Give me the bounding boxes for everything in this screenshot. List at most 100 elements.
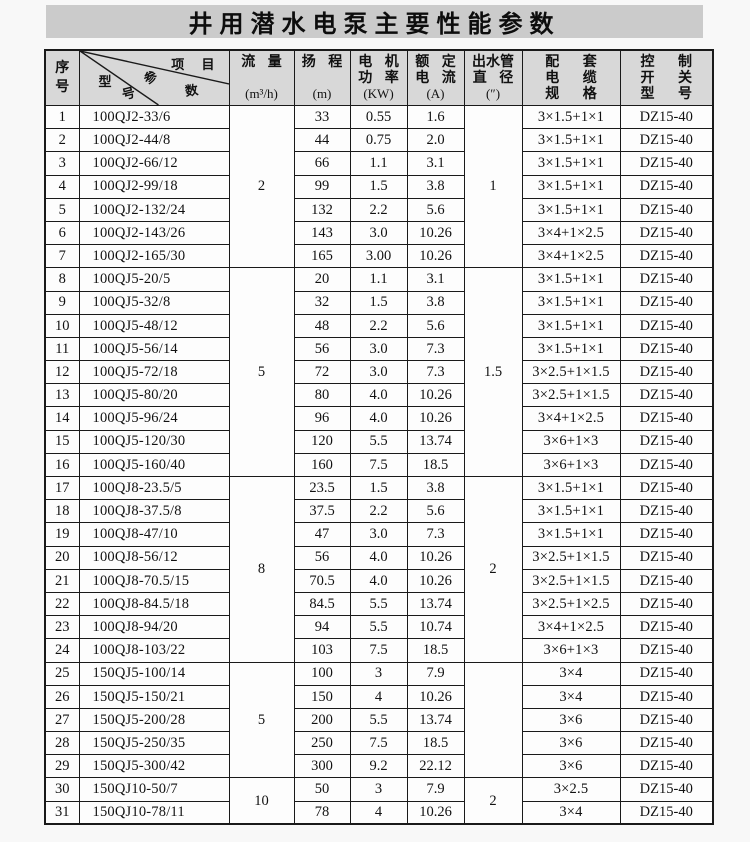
diag-label-model-1: 型 xyxy=(98,74,112,89)
serial-cell: 16 xyxy=(44,452,80,478)
switch-cell: DZ15-40 xyxy=(619,615,714,640)
head-cell: 20 xyxy=(293,267,351,292)
col-header-current: 额 定 电 流 (A) xyxy=(406,49,465,106)
model-cell: 100QJ5-48/12 xyxy=(78,313,230,338)
switch-cell: DZ15-40 xyxy=(619,313,714,338)
switch-cell: DZ15-40 xyxy=(619,128,714,153)
table-row: 4 100QJ2-99/18 99 1.5 3.8 3×1.5+1×1 DZ15-40 xyxy=(44,174,714,199)
table-row: 15 100QJ5-120/30 120 5.5 13.74 3×6+1×3 DZ15-40 xyxy=(44,429,714,454)
head-cell: 37.5 xyxy=(293,499,351,524)
cable-cell: 3×1.5+1×1 xyxy=(521,151,621,176)
outlet-merged-cell: 1 xyxy=(463,104,523,269)
serial-cell: 11 xyxy=(44,336,80,362)
serial-cell: 1 xyxy=(44,104,80,130)
table-row: 10 100QJ5-48/12 48 2.2 5.6 3×1.5+1×1 DZ15-40 xyxy=(44,313,714,338)
flow-merged-cell: 5 xyxy=(228,661,295,779)
power-cell: 5.5 xyxy=(349,707,408,733)
switch-cell: DZ15-40 xyxy=(619,174,714,199)
head-cell: 56 xyxy=(293,545,351,570)
model-cell: 100QJ8-84.5/18 xyxy=(78,591,230,617)
serial-cell: 9 xyxy=(44,290,80,315)
current-cell: 7.3 xyxy=(406,336,465,362)
model-cell: 100QJ5-32/8 xyxy=(78,290,230,315)
current-cell: 7.3 xyxy=(406,522,465,547)
power-cell: 3.0 xyxy=(349,220,408,246)
cable-cell: 3×6 xyxy=(521,731,621,756)
current-cell: 13.74 xyxy=(406,707,465,733)
table-row: 21 100QJ8-70.5/15 70.5 4.0 10.26 3×2.5+1×1.5 D… xyxy=(44,568,714,593)
serial-cell: 20 xyxy=(44,545,80,570)
head-cell: 96 xyxy=(293,406,351,431)
switch-cell: DZ15-40 xyxy=(619,475,714,501)
power-cell: 7.5 xyxy=(349,452,408,478)
serial-cell: 18 xyxy=(44,499,80,524)
model-cell: 100QJ2-99/18 xyxy=(78,174,230,199)
table-row: 31 150QJ10-78/11 78 4 10.26 3×4 DZ15-40 xyxy=(44,800,714,825)
current-cell: 10.74 xyxy=(406,615,465,640)
head-cell: 250 xyxy=(293,731,351,756)
current-cell: 10.26 xyxy=(406,684,465,709)
cable-cell: 3×1.5+1×1 xyxy=(521,174,621,199)
power-cell: 1.5 xyxy=(349,290,408,315)
col-header-serial: 序 号 xyxy=(44,49,80,106)
cable-cell: 3×1.5+1×1 xyxy=(521,522,621,547)
table-row: 2 100QJ2-44/8 44 0.75 2.0 3×1.5+1×1 DZ15-40 xyxy=(44,128,714,153)
cable-cell: 3×2.5+1×1.5 xyxy=(521,360,621,385)
serial-cell: 31 xyxy=(44,800,80,825)
power-cell: 0.55 xyxy=(349,104,408,130)
table-row: 20 100QJ8-56/12 56 4.0 10.26 3×2.5+1×1.5 DZ15-… xyxy=(44,545,714,570)
cable-cell: 3×2.5 xyxy=(521,777,621,802)
switch-cell: DZ15-40 xyxy=(619,220,714,246)
cable-cell: 3×2.5+1×2.5 xyxy=(521,591,621,617)
head-cell: 99 xyxy=(293,174,351,199)
power-cell: 1.5 xyxy=(349,475,408,501)
switch-cell: DZ15-40 xyxy=(619,545,714,570)
table-row: 8 100QJ5-20/5 5 20 1.1 3.1 1.5 3×1.5+1×1 DZ15-40 xyxy=(44,267,714,477)
table-row: 9 100QJ5-32/8 32 1.5 3.8 3×1.5+1×1 DZ15-40 xyxy=(44,290,714,315)
switch-cell: DZ15-40 xyxy=(619,151,714,176)
model-cell: 100QJ8-37.5/8 xyxy=(78,499,230,524)
cable-cell: 3×1.5+1×1 xyxy=(521,128,621,153)
pump-parameters-table: 序 号 项 目 参 数 型 号 流 量 xyxy=(44,49,714,826)
serial-cell: 10 xyxy=(44,313,80,338)
cable-cell: 3×1.5+1×1 xyxy=(521,267,621,292)
diag-label-item: 项 目 xyxy=(171,57,215,72)
model-cell: 150QJ5-150/21 xyxy=(78,684,230,709)
page-title: 井用潜水电泵主要性能参数 xyxy=(188,11,561,38)
table-row: 14 100QJ5-96/24 96 4.0 10.26 3×4+1×2.5 DZ15-40 xyxy=(44,406,714,431)
head-cell: 165 xyxy=(293,244,351,269)
current-cell: 3.8 xyxy=(406,475,465,501)
current-cell: 22.12 xyxy=(406,754,465,779)
current-cell: 18.5 xyxy=(406,731,465,756)
table-row: 28 150QJ5-250/35 250 7.5 18.5 3×6 DZ15-40 xyxy=(44,731,714,756)
head-cell: 72 xyxy=(293,360,351,385)
serial-cell: 22 xyxy=(44,591,80,617)
col-header-switch: 控 制 开 关 型 号 xyxy=(619,49,714,106)
head-cell: 100 xyxy=(293,661,351,686)
switch-cell: DZ15-40 xyxy=(619,777,714,802)
model-cell: 100QJ5-120/30 xyxy=(78,429,230,454)
head-cell: 94 xyxy=(293,615,351,640)
serial-cell: 27 xyxy=(44,707,80,733)
model-cell: 100QJ5-72/18 xyxy=(78,360,230,385)
table-row: 22 100QJ8-84.5/18 84.5 5.5 13.74 3×2.5+1×2.5 D… xyxy=(44,591,714,617)
switch-cell: DZ15-40 xyxy=(619,267,714,292)
current-cell: 10.26 xyxy=(406,568,465,593)
table-row: 18 100QJ8-37.5/8 37.5 2.2 5.6 3×1.5+1×1 DZ15-4… xyxy=(44,499,714,524)
model-cell: 150QJ10-78/11 xyxy=(78,800,230,825)
table-row: 17 100QJ8-23.5/5 8 23.5 1.5 3.8 2 3×1.5+1×1 DZ15… xyxy=(44,475,714,663)
current-cell: 10.26 xyxy=(406,220,465,246)
serial-cell: 23 xyxy=(44,615,80,640)
cable-cell: 3×4 xyxy=(521,800,621,825)
outlet-merged-cell: 1.5 xyxy=(463,267,523,477)
col-header-flow: 流 量 (m³/h) xyxy=(228,49,295,106)
title-band: 井用潜水电泵主要性能参数 xyxy=(46,5,703,38)
model-cell: 100QJ8-70.5/15 xyxy=(78,568,230,593)
switch-cell: DZ15-40 xyxy=(619,197,714,222)
power-cell: 4.0 xyxy=(349,545,408,570)
head-cell: 33 xyxy=(293,104,351,130)
model-cell: 100QJ5-160/40 xyxy=(78,452,230,478)
cable-cell: 3×1.5+1×1 xyxy=(521,104,621,130)
model-cell: 100QJ8-23.5/5 xyxy=(78,475,230,501)
